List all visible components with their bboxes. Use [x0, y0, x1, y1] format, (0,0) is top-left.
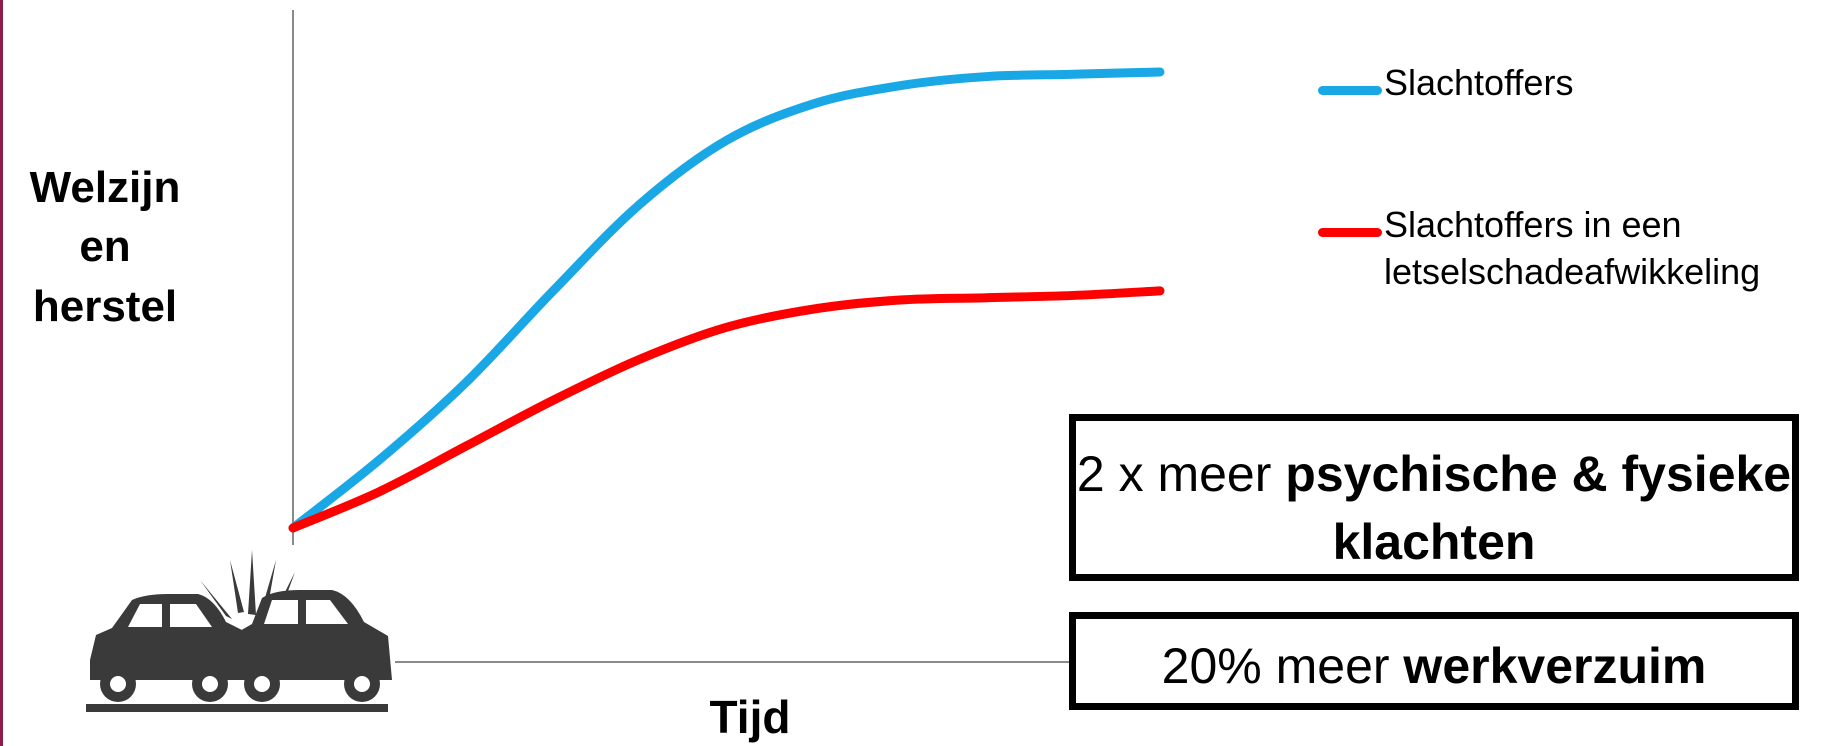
legend-label-line: Slachtoffers in een: [1384, 204, 1682, 245]
y-axis-label: Welzijn en herstel: [0, 158, 210, 336]
legend-swatch-red: [1318, 228, 1382, 237]
callout-psychische-klachten: 2 x meer psychische & fysieke klachten: [1069, 414, 1799, 581]
callout-plain-text: 2 x meer: [1076, 446, 1286, 502]
series-line-slachtoffers: [288, 67, 1165, 533]
car-crash-icon: [86, 550, 392, 712]
legend-label: Slachtoffers: [1384, 60, 1573, 107]
y-axis-label-line: en: [79, 222, 131, 272]
callout-plain-text: 20% meer: [1161, 638, 1404, 694]
callout-bold-text: werkverzuim: [1403, 638, 1707, 694]
series-line-letselschade: [288, 286, 1165, 533]
y-axis-label-line: herstel: [32, 281, 178, 331]
legend-item-letselschade: Slachtoffers in een letselschadeafwikkel…: [1318, 202, 1760, 296]
callout-bold-text: psychische & fysieke klachten: [1285, 446, 1792, 570]
legend-label-line: Slachtoffers: [1384, 62, 1574, 103]
legend-label-line: letselschadeafwikkeling: [1384, 250, 1761, 292]
legend-swatch-blue: [1318, 86, 1382, 95]
x-axis-label: Tijd: [709, 691, 791, 743]
legend-item-slachtoffers: Slachtoffers: [1318, 60, 1573, 107]
slide-edge-accent: [0, 0, 3, 746]
callout-werkverzuim: 20% meer werkverzuim: [1069, 612, 1799, 710]
legend-label: Slachtoffers in een letselschadeafwikkel…: [1384, 202, 1760, 296]
y-axis-label-line: Welzijn: [29, 163, 181, 212]
